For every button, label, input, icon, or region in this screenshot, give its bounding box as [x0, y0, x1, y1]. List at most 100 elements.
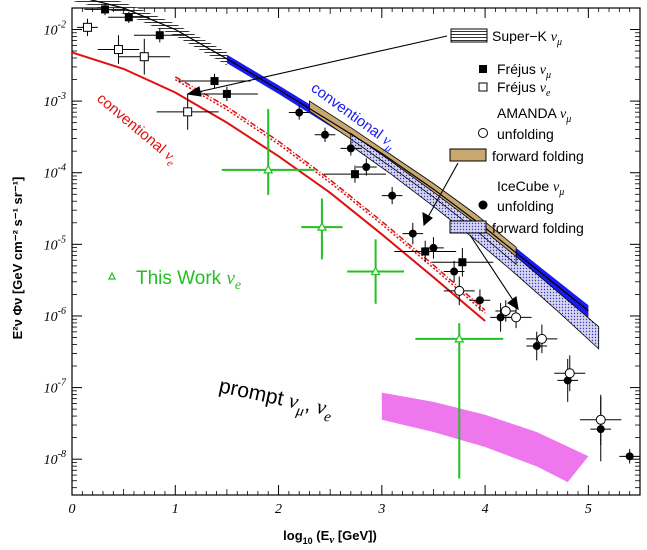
icecube-unfolding-point-5 [408, 229, 417, 238]
superk-band [72, 0, 227, 66]
amanda-unfolding-point-0 [454, 285, 465, 296]
y-tick-label-1: 10-3 [44, 91, 66, 110]
legend-icecube-unfolding-marker [478, 200, 488, 210]
frejus-nue-point-2 [139, 52, 149, 62]
y-tick-exponent: -7 [58, 378, 67, 389]
lines [71, 0, 589, 322]
legend-amanda-label: AMANDA νμ [497, 105, 571, 125]
frejus-numu-point-3 [210, 77, 219, 86]
amanda-unfolding-point-5 [595, 414, 606, 425]
y-tick-label-3: 10-5 [44, 234, 66, 253]
y-tick-exponent: -6 [58, 306, 66, 317]
y-tick-exponent: -4 [58, 163, 66, 174]
x-tick-label-5: 5 [585, 502, 592, 517]
icecube-unfolding-point-2 [346, 144, 355, 153]
this-work-point-1 [316, 221, 327, 231]
y-tick-mantissa: 10 [44, 310, 58, 325]
amanda-unfolding-point-1 [500, 305, 511, 316]
y-tick-exponent: -5 [58, 234, 66, 245]
legend-superk-swatch [450, 28, 488, 43]
frejus-numu-point-2 [155, 31, 164, 40]
y-tick-exponent: -8 [58, 449, 66, 460]
legend-amanda-ff-label: forward folding [492, 148, 584, 164]
y-tick-exponent: -2 [58, 19, 66, 30]
icecube-unfolding-point-4 [388, 191, 397, 200]
x-tick-label-1: 1 [172, 502, 179, 517]
x-tick-label-2: 2 [275, 502, 282, 517]
legend-amanda-ff-swatch [449, 148, 487, 162]
frejus-numu-point-6 [421, 247, 430, 256]
icecube-forward-folding-band [350, 133, 599, 349]
ticks: 0 1 2 3 4 510-210-310-410-510-610-710-8 [44, 8, 641, 517]
legend-frejus-nue-label: Fréjus νe [497, 79, 551, 99]
y-tick-mantissa: 10 [44, 453, 58, 468]
y-axis-label: E²ν Φν [GeV cm⁻² s⁻¹ sr⁻¹] [10, 177, 25, 340]
icecube-band-outline [350, 132, 600, 350]
legend-amanda-unfolding-label: unfolding [497, 126, 554, 142]
y-tick-label-2: 10-4 [44, 163, 66, 182]
this-work-marker [108, 271, 116, 280]
y-tick-label-4: 10-6 [44, 306, 66, 325]
legend-superk-label: Super−K νμ [492, 28, 562, 48]
plot-area [71, 7, 641, 496]
conventional-nue-dash-1 [174, 76, 486, 311]
y-tick-mantissa: 10 [44, 23, 58, 38]
y-tick-mantissa: 10 [44, 382, 58, 397]
frejus-nue-point-0 [82, 22, 92, 32]
arrowhead-superk [186, 86, 202, 97]
icecube-unfolding-point-10 [532, 342, 541, 351]
prompt-band [381, 392, 589, 483]
icecube-unfolding-point-1 [321, 130, 330, 139]
amanda-unfolding-point-4 [564, 368, 575, 379]
legend-icecube-unfolding-label: unfolding [497, 198, 554, 214]
arrowhead-amanda [422, 212, 433, 227]
legend: Super−K νμ Fréjus νμ Fréjus νe AMANDA νμ… [449, 28, 584, 236]
legend-frejus-numu-marker [479, 65, 487, 73]
prompt-label: prompt νμ, νe [216, 373, 336, 425]
this-work-point-2 [370, 266, 381, 276]
icecube-unfolding-point-6 [429, 243, 438, 252]
y-tick-mantissa: 10 [44, 238, 58, 253]
icecube-unfolding-point-7 [450, 267, 459, 276]
frejus-nue-point-1 [113, 45, 123, 55]
icecube-unfolding-point-13 [625, 452, 634, 461]
frejus-numu-point-4 [222, 89, 231, 98]
x-tick-label-4: 4 [482, 502, 489, 517]
amanda-band-outline [309, 100, 517, 266]
this-work-point-3 [454, 333, 465, 343]
frejus-nue-point-3 [183, 107, 193, 117]
this-work-label: This Work νe [108, 268, 241, 293]
conventional-nue-dash-2 [174, 78, 486, 314]
arrow-icecube [469, 234, 514, 301]
x-tick-label-0: 0 [69, 502, 76, 517]
x-axis-label: log10 (Eν [GeV]) [283, 528, 377, 546]
legend-icecube-label: IceCube νμ [497, 178, 564, 198]
icecube-unfolding-point-0 [295, 108, 304, 117]
y-tick-label-0: 10-2 [44, 19, 66, 38]
legend-arrows [186, 35, 519, 311]
conventional-nue-line [71, 51, 486, 322]
points [77, 3, 640, 479]
legend-icecube-ff-swatch [449, 220, 487, 234]
y-tick-mantissa: 10 [44, 167, 58, 182]
frejus-numu-point-5 [350, 170, 359, 179]
arrow-amanda [427, 162, 459, 218]
icecube-unfolding-point-3 [362, 162, 371, 171]
amanda-unfolding-point-3 [536, 333, 547, 344]
x-tick-label-3: 3 [377, 502, 385, 517]
frejus-numu-point-0 [101, 5, 110, 14]
arrowhead-icecube [507, 296, 519, 311]
conventional-numu-line [89, 0, 589, 312]
plot-frame [71, 7, 641, 496]
icecube-unfolding-point-8 [475, 296, 484, 305]
legend-amanda-unfolding-marker [478, 128, 488, 138]
y-tick-label-5: 10-7 [44, 378, 67, 397]
y-tick-label-6: 10-8 [44, 449, 66, 468]
arrow-superk [197, 35, 448, 93]
legend-frejus-numu-label: Fréjus νμ [497, 61, 551, 81]
legend-frejus-nue-marker [478, 82, 488, 92]
this-work-text: This Work νe [136, 268, 241, 293]
annotation-conventional-nue: conventional νe [92, 90, 182, 170]
frejus-numu-point-1 [124, 13, 133, 22]
